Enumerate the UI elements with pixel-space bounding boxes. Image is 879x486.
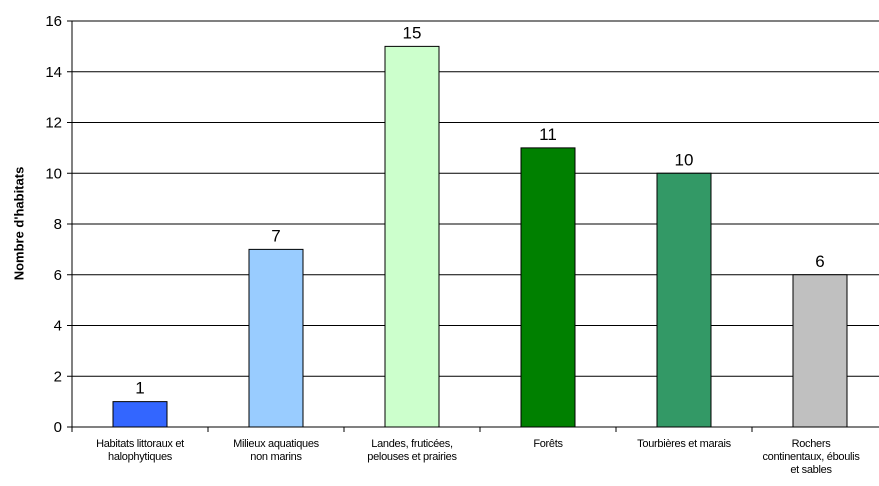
data-label: 6 (815, 252, 824, 271)
x-category-label-line: et sables (790, 464, 832, 476)
bar (384, 45, 440, 428)
y-axis-label-wrap: Nombre d'habitats (6, 8, 32, 438)
data-label: 1 (135, 379, 144, 398)
data-label: 15 (403, 23, 422, 42)
x-category-label-line: Rochers (791, 438, 831, 450)
x-category-label: Milieux aquatiques non marins (208, 438, 344, 464)
bar (248, 248, 304, 428)
x-category-label-line: Forêts (533, 438, 563, 450)
y-axis-label: Nombre d'habitats (11, 166, 27, 280)
data-labels: 1 7 15 11 10 6 (135, 23, 824, 397)
x-category-label-line: halophytiques (108, 451, 172, 463)
y-tick-label: 4 (54, 318, 62, 335)
bar (520, 147, 576, 428)
data-label: 10 (675, 150, 694, 169)
y-tick-label: 2 (54, 368, 62, 385)
y-tick-label: 0 (54, 419, 62, 436)
y-tick-label: 8 (54, 216, 62, 233)
x-category-label-line: pelouses et prairies (367, 451, 457, 463)
y-tick-label: 10 (45, 165, 62, 182)
x-category-label-line: Landes, fruticées, (371, 438, 453, 450)
bar (792, 274, 848, 428)
x-category-label: Rochers continentaux, éboulis et sables (743, 438, 879, 477)
data-label: 11 (539, 125, 557, 144)
axes (67, 20, 879, 432)
y-tick-label: 12 (45, 115, 62, 132)
bar (656, 172, 712, 428)
gridlines (72, 20, 879, 377)
x-category-label: Tourbières et marais (616, 438, 752, 451)
x-category-label-line: Tourbières et marais (637, 438, 731, 450)
x-category-label-line: Habitats littoraux et (96, 438, 184, 450)
x-category-label: Landes, fruticées, pelouses et prairies (344, 438, 480, 464)
x-category-label: Habitats littoraux et halophytiques (72, 438, 208, 464)
y-tick-label: 16 (45, 13, 62, 30)
x-category-label: Forêts (480, 438, 616, 451)
x-category-label-line: Milieux aquatiques (233, 438, 319, 450)
x-category-label-line: non marins (250, 451, 302, 463)
y-tick-label: 6 (54, 267, 62, 284)
x-category-label-line: continentaux, éboulis (762, 451, 860, 463)
y-tick-labels: 0 2 4 6 8 10 12 14 16 (45, 13, 62, 436)
bar (112, 401, 168, 428)
data-label: 7 (271, 226, 280, 245)
y-tick-label: 14 (45, 64, 62, 81)
bars (112, 45, 848, 428)
